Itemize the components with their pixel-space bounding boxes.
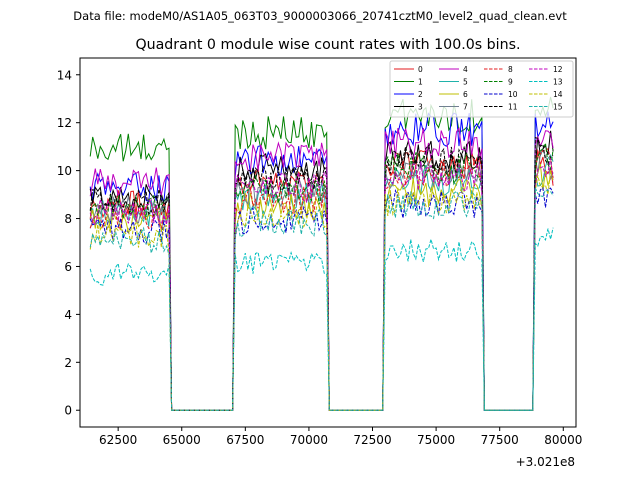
legend-label-5: 5 [463,78,468,87]
x-axis: 62500 65000 67500 70000 72500 75000 77500 80000 [99,427,582,447]
y-tick-label: 8 [64,212,72,226]
y-tick-label: 4 [64,308,72,322]
series-line-15 [89,187,554,411]
x-tick-label: 75000 [417,433,455,447]
axes-frame [79,57,577,428]
x-tick-label: 62500 [99,433,137,447]
legend-label-7: 7 [463,103,468,112]
plot-lines [89,96,554,411]
x-tick-label: 72500 [353,433,391,447]
legend-label-11: 11 [508,103,518,112]
suptitle: Data file: modeM0/AS1A05_063T03_90000030… [73,9,567,23]
series-line-12 [89,158,554,411]
legend-label-3: 3 [418,103,423,112]
series-line-0 [89,149,554,411]
x-tick-label: 65000 [163,433,201,447]
series-line-9 [89,141,554,411]
y-tick-label: 0 [64,404,72,418]
y-tick-label: 10 [57,164,72,178]
legend-label-13: 13 [553,78,563,87]
legend-label-12: 12 [553,65,563,74]
series-line-14 [89,170,554,411]
x-tick-label: 80000 [544,433,582,447]
legend-label-6: 6 [463,90,468,99]
series-line-11 [89,136,554,411]
legend-label-9: 9 [508,78,513,87]
y-tick-label: 2 [64,356,72,370]
legend-label-15: 15 [553,103,563,112]
legend-box [389,60,574,118]
y-tick-label: 12 [57,116,72,130]
x-tick-label: 77500 [481,433,519,447]
series-line-4 [89,126,554,411]
y-tick-label: 6 [64,260,72,274]
chart-title: Quadrant 0 module wise count rates with … [135,37,520,53]
series-line-1 [89,96,554,411]
y-tick-label: 14 [57,68,72,82]
series-line-2 [89,111,554,411]
legend-label-2: 2 [418,90,423,99]
x-tick-label: 67500 [226,433,264,447]
legend-label-4: 4 [463,65,468,74]
x-offset-text: +3.021e8 [516,455,575,469]
legend-label-10: 10 [508,90,518,99]
legend-label-8: 8 [508,65,513,74]
legend-label-0: 0 [418,65,423,74]
legend-label-14: 14 [553,90,563,99]
y-axis: 0 2 4 6 8 10 12 14 [57,68,80,418]
x-tick-label: 70000 [290,433,328,447]
series-line-7 [89,149,554,411]
legend-label-1: 1 [418,78,423,87]
